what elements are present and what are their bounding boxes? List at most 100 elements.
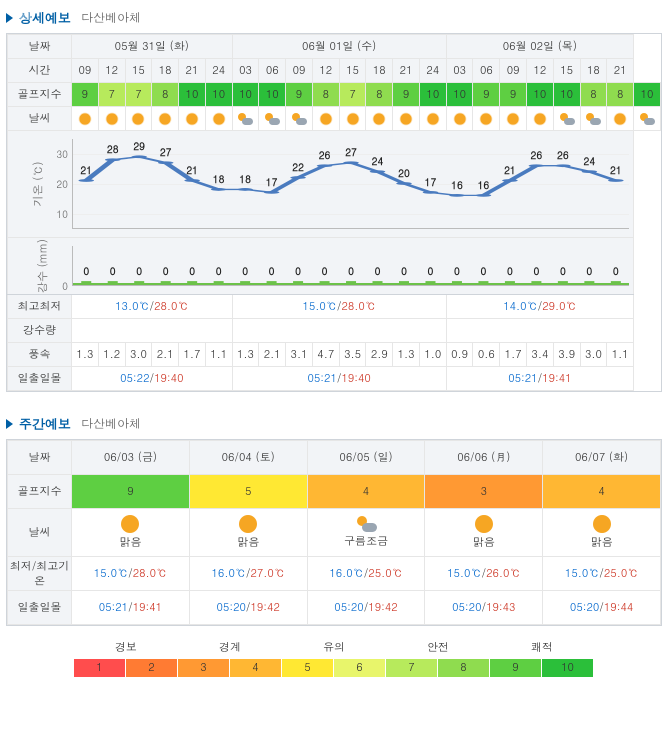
weather-cell — [500, 107, 527, 131]
weekly-sun-cell: 05:20/19:42 — [307, 591, 425, 625]
golf-index-cell: 10 — [419, 83, 446, 107]
legend-swatch: 2 — [126, 659, 178, 677]
precipitation-chart: 강수 (mm)0000000000000000000000 — [8, 238, 633, 294]
hour-cell: 09 — [286, 59, 313, 83]
weather-cell — [179, 107, 206, 131]
weather-cell — [393, 107, 420, 131]
golf-index-cell: 10 — [232, 83, 259, 107]
golf-index-cell: 10 — [634, 83, 661, 107]
golf-index-cell: 8 — [312, 83, 339, 107]
hour-cell: 21 — [607, 59, 634, 83]
date-header: 06월 02일 (목) — [446, 35, 633, 59]
weekly-weather-cell: 구름조금 — [307, 509, 425, 557]
sunny-icon — [481, 113, 492, 124]
weekly-date-header: 06/06 (月) — [425, 441, 543, 475]
legend-group-label: 경계 — [219, 640, 241, 655]
row-label-time: 시간 — [8, 59, 72, 83]
weather-cell — [286, 107, 313, 131]
weather-cell — [259, 107, 286, 131]
legend-swatch: 5 — [282, 659, 334, 677]
weather-cell — [232, 107, 259, 131]
hi-lo-cell: 13.0℃/28.0℃ — [72, 295, 233, 319]
golf-index-cell: 7 — [98, 83, 125, 107]
weekly-row-label-weather: 날씨 — [8, 509, 72, 557]
wind-cell: 3.0 — [125, 343, 152, 367]
golf-index-cell: 10 — [179, 83, 206, 107]
detailed-table: 날짜05월 31일 (화)06월 01일 (수)06월 02일 (목)시간091… — [7, 34, 661, 391]
hour-cell: 21 — [393, 59, 420, 83]
legend-swatch: 7 — [386, 659, 438, 677]
golf-index-cell: 9 — [72, 83, 99, 107]
hour-cell: 09 — [500, 59, 527, 83]
legend-group-label: 경보 — [115, 640, 137, 655]
hour-cell: 12 — [312, 59, 339, 83]
golf-index-cell: 8 — [580, 83, 607, 107]
wind-cell: 2.1 — [259, 343, 286, 367]
sunrise-sunset-cell: 05:21/19:40 — [232, 367, 446, 391]
weekly-date-header: 06/05 (일) — [307, 441, 425, 475]
date-header: 06월 01일 (수) — [232, 35, 446, 59]
wind-cell: 3.9 — [553, 343, 580, 367]
weekly-location: 다산베아체 — [81, 415, 141, 432]
sunny-icon — [374, 113, 385, 124]
hour-cell: 18 — [152, 59, 179, 83]
legend-group-label: 유의 — [323, 640, 345, 655]
wind-cell: 1.1 — [607, 343, 634, 367]
wind-cell: 0.6 — [473, 343, 500, 367]
sunny-icon — [186, 113, 197, 124]
weekly-hi-lo-cell: 16.0℃/25.0℃ — [307, 557, 425, 591]
legend-swatch: 10 — [542, 659, 594, 677]
sunny-icon — [593, 515, 611, 533]
wind-cell: 4.7 — [312, 343, 339, 367]
legend-group-label: 쾌적 — [531, 640, 553, 655]
weekly-hi-lo-cell: 15.0℃/28.0℃ — [72, 557, 190, 591]
arrow-icon — [6, 419, 13, 429]
wind-cell: 2.1 — [152, 343, 179, 367]
weekly-row-label-sunrise_sunset: 일출일몰 — [8, 591, 72, 625]
weekly-panel: 날짜06/03 (금)06/04 (토)06/05 (일)06/06 (月)06… — [6, 439, 662, 626]
weekly-date-header: 06/07 (화) — [543, 441, 661, 475]
golf-index-cell: 9 — [473, 83, 500, 107]
weather-cell — [312, 107, 339, 131]
hour-cell: 18 — [580, 59, 607, 83]
row-label-precip-amt: 강수량 — [8, 319, 72, 343]
sunny-icon — [427, 113, 438, 124]
weather-cell — [125, 107, 152, 131]
weekly-sun-cell: 05:20/19:43 — [425, 591, 543, 625]
sunny-icon — [213, 113, 224, 124]
weather-cell — [419, 107, 446, 131]
golf-index-cell: 10 — [527, 83, 554, 107]
legend-group-label: 안전 — [427, 640, 449, 655]
temperature-chart: 기온 (℃)1020302128292721181817222627242017… — [8, 131, 633, 237]
wind-cell: 3.0 — [580, 343, 607, 367]
sunny-icon — [106, 113, 117, 124]
sunrise-sunset-cell: 05:22/19:40 — [72, 367, 233, 391]
hour-cell: 18 — [366, 59, 393, 83]
wind-cell: 0.9 — [446, 343, 473, 367]
wind-cell: 3.4 — [527, 343, 554, 367]
legend-swatch: 6 — [334, 659, 386, 677]
weekly-hi-lo-cell: 16.0℃/27.0℃ — [189, 557, 307, 591]
golf-index-cell: 7 — [125, 83, 152, 107]
weekly-weather-cell: 맑음 — [425, 509, 543, 557]
weather-cell — [339, 107, 366, 131]
weekly-date-header: 06/03 (금) — [72, 441, 190, 475]
weekly-golf-index-cell: 3 — [425, 475, 543, 509]
detailed-header: 상세예보 다산베아체 — [0, 0, 668, 33]
weather-cell — [446, 107, 473, 131]
hour-cell: 15 — [125, 59, 152, 83]
hour-cell: 12 — [98, 59, 125, 83]
hour-cell: 03 — [232, 59, 259, 83]
sunny-icon — [615, 113, 626, 124]
partly-cloudy-icon — [237, 113, 253, 125]
golf-index-cell: 9 — [393, 83, 420, 107]
sunny-icon — [133, 113, 144, 124]
hour-cell: 09 — [72, 59, 99, 83]
golf-index-cell: 10 — [446, 83, 473, 107]
weekly-sun-cell: 05:20/19:42 — [189, 591, 307, 625]
weekly-weather-cell: 맑음 — [72, 509, 190, 557]
weekly-row-label-date: 날짜 — [8, 441, 72, 475]
golf-index-cell: 10 — [205, 83, 232, 107]
golf-index-cell: 9 — [286, 83, 313, 107]
sunny-icon — [121, 515, 139, 533]
